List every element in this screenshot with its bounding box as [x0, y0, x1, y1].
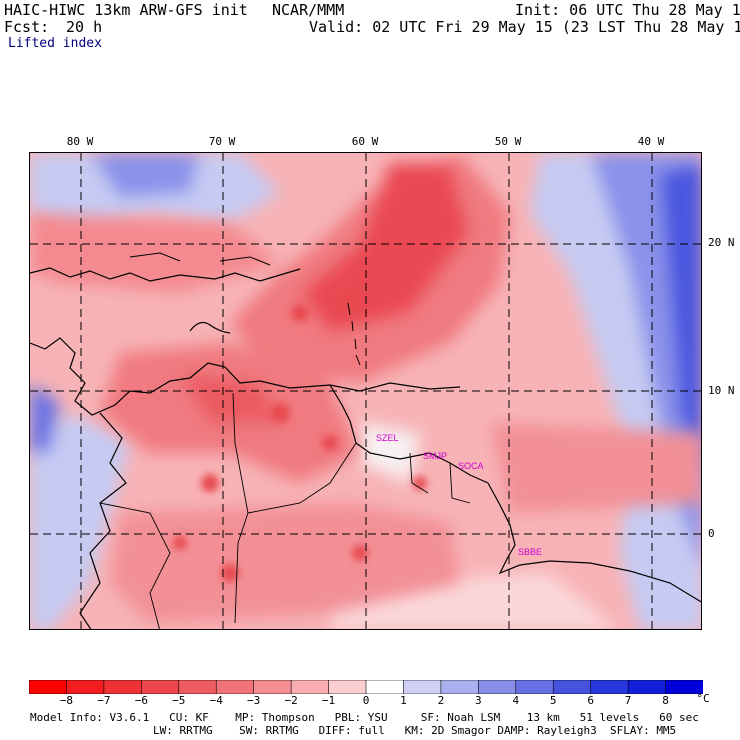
- colorbar-tick-label: 1: [400, 694, 407, 707]
- colorbar-tick-label: −6: [134, 694, 148, 707]
- colorbar-tick-label: −8: [59, 694, 74, 707]
- colorbar-swatch: [141, 680, 180, 694]
- station-label: SZEL: [376, 433, 399, 443]
- organization: NCAR/MMM: [272, 1, 345, 19]
- colorbar-tick-label: 8: [662, 694, 669, 707]
- forecast-label: Fcst:: [4, 18, 50, 36]
- colorbar-tick-label: −5: [172, 694, 186, 707]
- colorbar-tick-label: 4: [512, 694, 520, 707]
- colorbar-tick-label: −2: [284, 694, 298, 707]
- colorbar-tick-label: −1: [321, 694, 336, 707]
- colorbar: [29, 680, 703, 694]
- colorbar-swatch: [178, 680, 218, 694]
- colorbar-swatch: [440, 680, 480, 694]
- model-info-line1: Model Info: V3.6.1 CU: KF MP: Thompson P…: [30, 711, 699, 724]
- colorbar-tick-label: −7: [97, 694, 111, 707]
- latlon-grid: [30, 153, 701, 629]
- lifted-index-map: SZEL SMJP SOCA SBBE: [29, 152, 702, 630]
- colorbar-swatch: [66, 680, 105, 694]
- lon-label-50w: 50 W: [494, 135, 522, 148]
- station-label: SMJP: [423, 451, 447, 461]
- field-name: Lifted index: [8, 36, 102, 51]
- colorbar-unit: °C: [696, 692, 710, 705]
- colorbar-swatch: [590, 680, 629, 694]
- model-info-line2: LW: RRTMG SW: RRTMG DIFF: full KM: 2D Sm…: [153, 724, 677, 737]
- colorbar-swatch: [365, 680, 405, 694]
- colorbar-tick-label: 5: [549, 694, 557, 707]
- lon-label-70w: 70 W: [208, 135, 236, 148]
- colorbar-tick-label: 3: [475, 694, 482, 707]
- colorbar-swatch: [253, 680, 292, 694]
- station-label: SOCA: [458, 461, 484, 471]
- lon-label-60w: 60 W: [351, 135, 379, 148]
- colorbar-swatch: [665, 680, 703, 694]
- convective-cells: [173, 293, 427, 582]
- model-title: HAIC-HIWC 13km ARW-GFS init: [4, 1, 248, 19]
- colorbar-tick-label: 2: [437, 694, 445, 707]
- colorbar-swatch: [328, 680, 367, 694]
- colorbar-tick-label: 6: [587, 694, 594, 707]
- colorbar-tick-label: 7: [624, 694, 632, 707]
- colorbar-swatch: [478, 680, 517, 694]
- forecast-hours: 20 h: [66, 18, 103, 36]
- valid-time: Valid: 02 UTC Fri 29 May 15 (23 LST Thu …: [309, 18, 740, 36]
- colorbar-swatch: [215, 680, 255, 694]
- station-label: SBBE: [518, 547, 542, 557]
- colorbar-swatch: [627, 680, 667, 694]
- colorbar-tick-label: 0: [362, 694, 370, 707]
- lon-label-80w: 80 W: [66, 135, 94, 148]
- lat-label-20n: 20 N: [708, 236, 735, 249]
- colorbar-tick-label: −4: [209, 694, 223, 707]
- lon-label-40w: 40 W: [637, 135, 665, 148]
- unstable-regions: [30, 153, 701, 623]
- colorbar-swatch: [290, 680, 330, 694]
- colorbar-swatch: [29, 680, 68, 694]
- colorbar-tick-label: −3: [247, 694, 261, 707]
- lat-label-10n: 10 N: [708, 384, 735, 397]
- station-labels: SZEL SMJP SOCA SBBE: [376, 433, 542, 557]
- map-canvas: SZEL SMJP SOCA SBBE: [30, 153, 701, 629]
- political-boundaries: [99, 392, 471, 629]
- colorbar-swatch: [552, 680, 592, 694]
- colorbar-swatch: [403, 680, 442, 694]
- colorbar-swatch: [515, 680, 555, 694]
- coastlines: [30, 267, 701, 629]
- lat-label-equator: 0: [708, 527, 715, 540]
- island-outlines: [129, 252, 361, 366]
- colorbar-swatch: [103, 680, 143, 694]
- init-time: Init: 06 UTC Thu 28 May 15: [515, 1, 740, 19]
